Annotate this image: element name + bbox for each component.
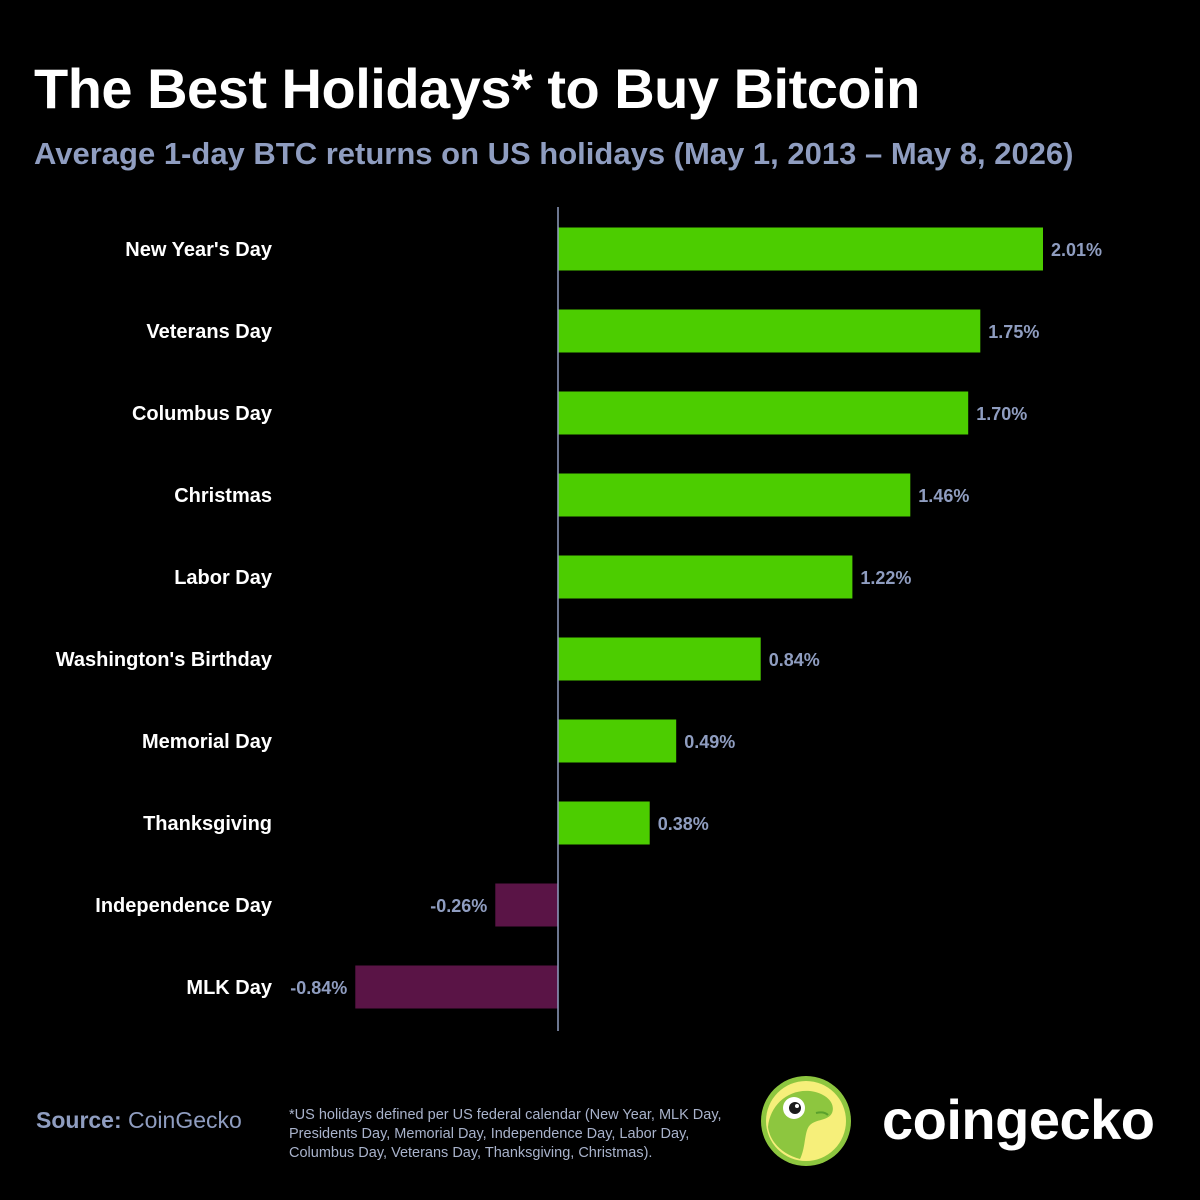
value-label: 1.46%	[918, 486, 969, 506]
value-label: -0.84%	[290, 978, 347, 998]
value-label: -0.26%	[430, 896, 487, 916]
value-label: 1.75%	[988, 322, 1039, 342]
value-label: 1.70%	[976, 404, 1027, 424]
chart-subtitle: Average 1-day BTC returns on US holidays…	[34, 136, 1074, 171]
value-label: 0.38%	[658, 814, 709, 834]
bar	[558, 391, 969, 435]
category-label: Washington's Birthday	[56, 649, 273, 671]
brand: coingecko	[760, 1075, 1190, 1167]
bar	[558, 227, 1043, 271]
chart-title: The Best Holidays* to Buy Bitcoin	[34, 57, 920, 120]
footnote: *US holidays defined per US federal cale…	[289, 1107, 722, 1161]
source-label: Source:	[36, 1107, 122, 1133]
bar	[558, 637, 761, 681]
bar	[558, 309, 981, 353]
category-label: Memorial Day	[142, 731, 273, 753]
bar-chart: New Year's Day 2.01% Veterans Day 1.75% Colu…	[56, 207, 1102, 1031]
source-credit: Source: CoinGecko	[36, 1107, 242, 1134]
category-label: Independence Day	[95, 895, 273, 917]
category-label: New Year's Day	[125, 239, 273, 261]
category-label: Thanksgiving	[143, 813, 272, 835]
bar	[558, 473, 911, 517]
bar	[558, 801, 650, 845]
category-label: Labor Day	[174, 567, 273, 589]
bar	[558, 719, 677, 763]
brand-name: coingecko	[882, 1088, 1155, 1151]
category-label: Columbus Day	[132, 403, 273, 425]
bar	[495, 883, 558, 927]
value-label: 2.01%	[1051, 240, 1102, 260]
value-label: 0.49%	[684, 732, 735, 752]
category-label: MLK Day	[186, 977, 272, 999]
category-label: Christmas	[174, 485, 272, 507]
category-label: Veterans Day	[146, 321, 273, 343]
bar	[355, 965, 558, 1009]
bar	[558, 555, 853, 599]
source-value: CoinGecko	[128, 1107, 242, 1133]
gecko-logo-icon	[761, 1076, 851, 1166]
value-label: 0.84%	[769, 650, 820, 670]
value-label: 1.22%	[860, 568, 911, 588]
